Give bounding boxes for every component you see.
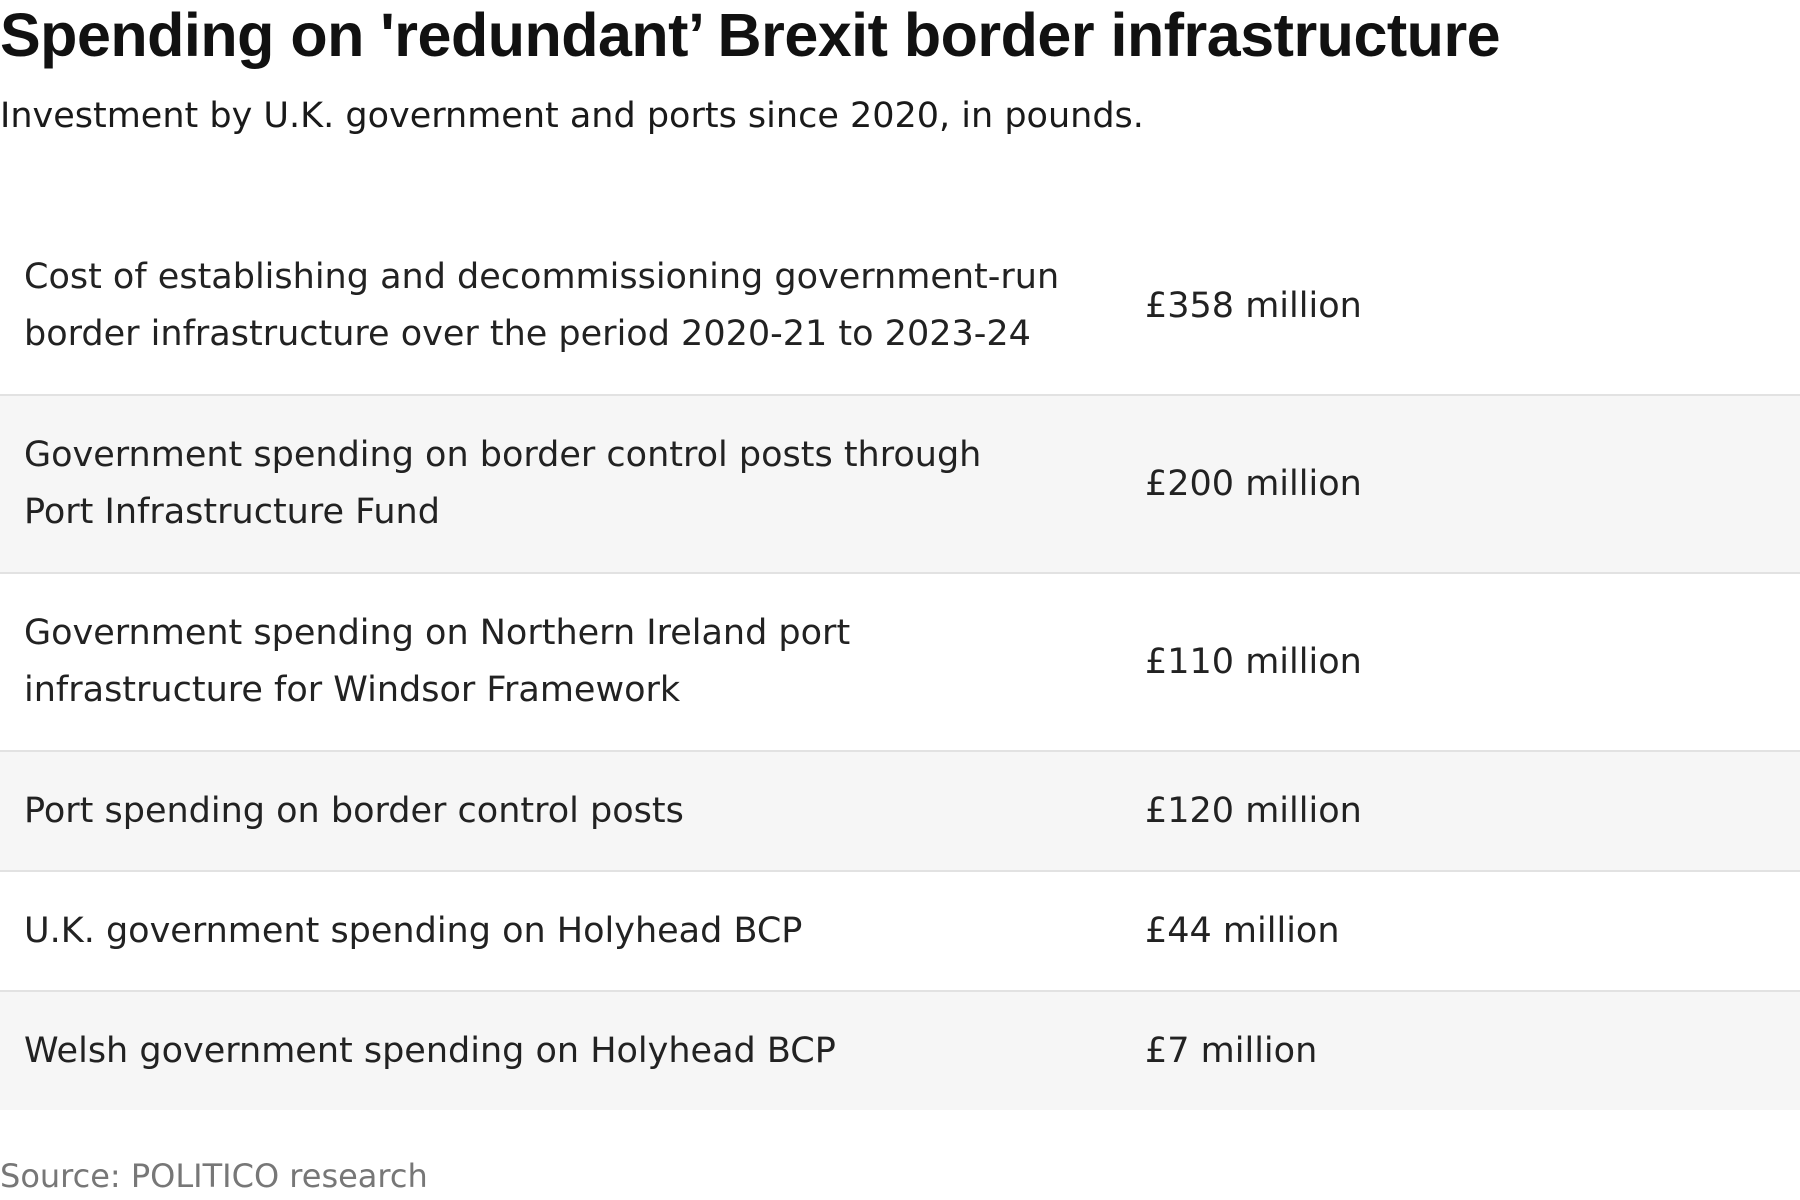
table-row: Cost of establishing and decommissioning… (0, 218, 1800, 396)
table-row: Government spending on Northern Ireland … (0, 573, 1800, 752)
row-value: £120 million (1120, 751, 1800, 872)
source-note: Source: POLITICO research (0, 1157, 428, 1195)
row-value: £110 million (1120, 573, 1800, 752)
table-row: Government spending on border control po… (0, 395, 1800, 574)
row-value: £44 million (1120, 871, 1800, 992)
row-label: Government spending on border control po… (0, 395, 1120, 574)
row-value: £7 million (1120, 991, 1800, 1110)
row-label: Cost of establishing and decommissioning… (0, 218, 1120, 396)
table-row: Port spending on border control posts £1… (0, 751, 1800, 872)
row-label: Government spending on Northern Ireland … (0, 573, 1120, 752)
table-row: U.K. government spending on Holyhead BCP… (0, 871, 1800, 992)
row-label: Port spending on border control posts (0, 751, 1120, 872)
row-label: U.K. government spending on Holyhead BCP (0, 871, 1120, 992)
chart-title: Spending on 'redundant’ Brexit border in… (0, 1, 1501, 69)
row-value: £200 million (1120, 395, 1800, 574)
row-label: Welsh government spending on Holyhead BC… (0, 991, 1120, 1110)
chart-subtitle: Investment by U.K. government and ports … (0, 96, 1144, 136)
table-row: Welsh government spending on Holyhead BC… (0, 991, 1800, 1110)
spending-table: Cost of establishing and decommissioning… (0, 218, 1800, 1110)
row-value: £358 million (1120, 218, 1800, 396)
